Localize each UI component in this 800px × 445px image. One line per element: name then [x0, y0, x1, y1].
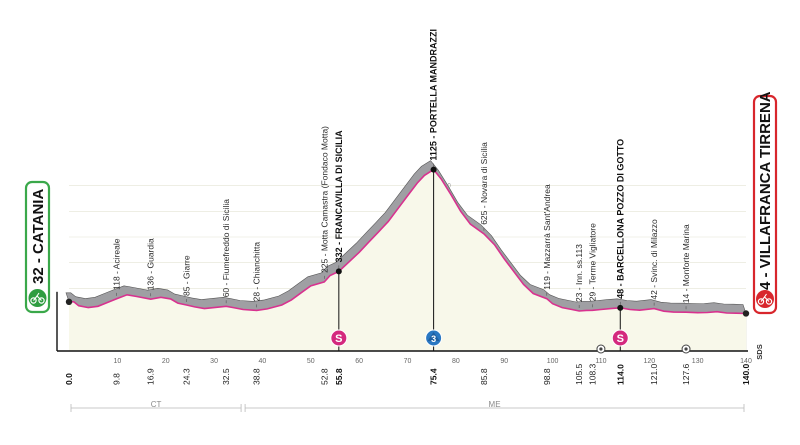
waypoint-label: 625 - Novara di Sicilia	[479, 142, 489, 225]
profile-area	[56, 160, 748, 352]
waypoint-label: 85 - Giarre	[182, 255, 192, 296]
start-dot	[65, 298, 73, 306]
distance-scale: 10 20 30 40 50 60 70 80 90 100 110 120 130 140	[113, 358, 751, 365]
key-point-dot	[335, 268, 342, 275]
waypoint-labels: 118 - Acireale 136 - Guardia 85 - Giarre 60…	[111, 29, 691, 303]
finish-town-badge: 4 - VILLAFRANCA TIRRENA	[752, 91, 778, 315]
scale-tick-label: 130	[692, 358, 704, 365]
cyclist-wheel-back	[757, 298, 765, 305]
scale-tick-label: 90	[500, 358, 508, 365]
sds-logo: SDS	[755, 344, 764, 359]
start-town-label: 32 - CATANIA	[30, 189, 47, 284]
km-label: 55.8	[334, 368, 344, 385]
profile-fill	[69, 169, 746, 351]
waypoint-label: 136 - Guardia	[146, 238, 156, 290]
waypoint-label: 332 - FRANCAVILLA DI SICILIA	[334, 130, 344, 263]
km-label: 32.5	[221, 368, 231, 385]
waypoint-label: 60 - Fiumefreddo di Sicilia	[221, 199, 231, 298]
province-label: CT	[151, 400, 162, 409]
km-label: 85.8	[479, 368, 489, 385]
scale-tick-label: 40	[259, 358, 267, 365]
province-segments: CT ME	[70, 400, 745, 412]
waypoint-label: 29 - Terme Vigliatore	[588, 223, 598, 301]
finish-town-label: 4 - VILLAFRANCA TIRRENA	[757, 91, 774, 290]
province-label: ME	[489, 400, 501, 409]
waypoint-label: 23 - Inn. ss.113	[574, 244, 584, 302]
scale-tick-label: 110	[595, 358, 606, 365]
cyclist-icon	[756, 290, 774, 308]
km-label: 121.0	[649, 363, 659, 385]
scale-tick-label: 60	[355, 358, 363, 365]
scale-tick-label: 120	[643, 358, 655, 365]
waypoint-label: 42 - Svinc. di Milazzo	[649, 219, 659, 300]
cyclist-frame	[760, 293, 770, 302]
km-label: 16.9	[146, 368, 156, 385]
cyclist-wheel-back	[30, 297, 37, 304]
distance-labels: 0.0 9.8 16.9 24.3 32.5 38.8 52.8 55.8 75.4 85.8 98…	[64, 363, 751, 385]
scale-tick-label: 140	[740, 358, 752, 365]
sprint-marker	[330, 329, 348, 347]
cyclist-icon	[28, 289, 47, 307]
start-town-badge: 32 - CATANIA	[24, 180, 51, 314]
km-label: 114.0	[615, 364, 625, 385]
km-label: 98.8	[542, 368, 552, 385]
scale-tick-label: 10	[113, 358, 121, 365]
km-label: 140.0	[741, 363, 751, 385]
point-marker-dot	[684, 347, 688, 351]
km-label: 105.5	[574, 363, 584, 385]
waypoint-label: 14 - Monforte Marina	[681, 224, 691, 303]
sprint-marker	[611, 329, 629, 347]
finish-dot	[742, 310, 750, 317]
key-point-dot	[617, 304, 624, 311]
sprint-label: S	[335, 333, 342, 345]
finish-town-frame	[752, 94, 778, 315]
waypoint-label: 1125 - PORTELLA MANDRAZZI	[429, 29, 439, 161]
km-label: 52.8	[319, 368, 329, 385]
profile-line	[69, 168, 747, 315]
kom-category: 3	[431, 334, 436, 344]
km-label: 0.0	[64, 373, 74, 385]
waypoint-label: 118 - Acireale	[111, 238, 121, 290]
scale-tick-label: 30	[210, 358, 218, 365]
cyclist-wheel-front	[765, 298, 773, 305]
waypoint-label: 48 - BARCELLONA POZZO DI GOTTO	[615, 139, 625, 299]
km-label: 127.6	[681, 363, 691, 385]
sprint-label: S	[617, 333, 624, 345]
key-point-dot	[430, 166, 437, 173]
scale-tick-label: 50	[307, 358, 315, 365]
kom-mountain-icon	[427, 332, 440, 341]
km-label: 75.4	[429, 368, 439, 385]
km-label: 38.8	[252, 368, 262, 385]
waypoint-label: 225 - Motta Camastra (Fondaco Motta)	[319, 126, 329, 273]
waypoint-label: 28 - Chianchitta	[252, 242, 262, 302]
scale-tick-label: 100	[547, 358, 559, 365]
start-town-frame	[24, 180, 51, 314]
point-marker-dot	[599, 347, 603, 351]
km-label: 108.3	[588, 363, 598, 385]
km-label: 9.8	[111, 373, 121, 385]
waypoint-label: 119 - Mazzarrà Sant'Andrea	[542, 184, 552, 290]
waypoint-markers: S S 3	[65, 163, 750, 354]
scale-tick-label: 80	[452, 358, 460, 365]
scale-tick-label: 70	[404, 358, 412, 365]
cyclist-wheel-front	[38, 297, 45, 304]
scale-tick-label: 20	[162, 358, 170, 365]
km-label: 24.3	[182, 368, 192, 385]
cyclist-frame	[33, 292, 42, 301]
